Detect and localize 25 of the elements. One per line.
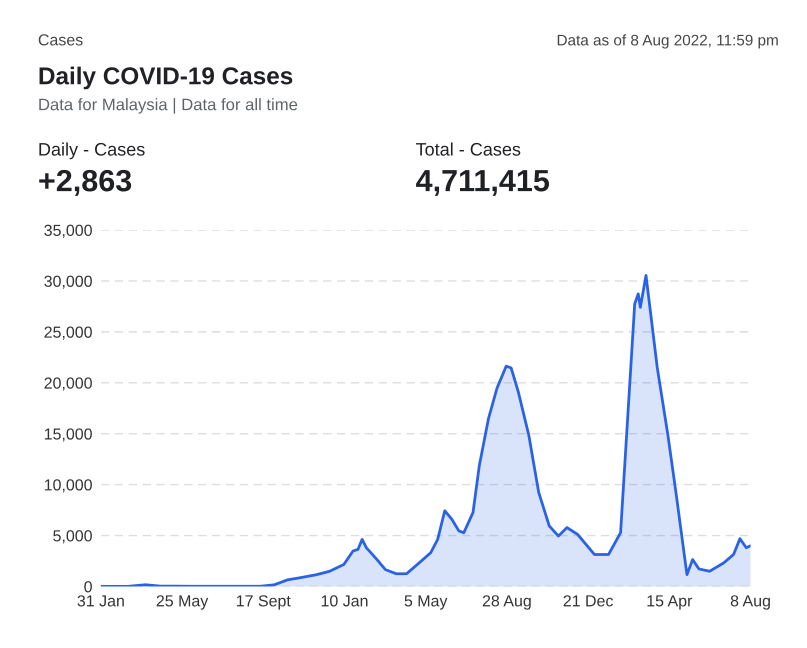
text: +2,863 <box>39 170 132 196</box>
chart-subtitle: Data for Malaysia | Data for all time <box>39 98 298 114</box>
x-tick-label: 8 Aug <box>730 595 770 610</box>
x-tick-label: 5 May <box>404 595 448 610</box>
x-tick-label: 21 Dec <box>564 595 613 607</box>
x-tick-label: 10 Jan <box>322 595 368 607</box>
x-tick-label: 25 May <box>156 595 208 610</box>
x-tick-label: 15 Apr <box>647 595 692 610</box>
y-tick-label: 35,000 <box>44 224 92 238</box>
text: Daily - Cases <box>39 142 145 160</box>
y-tick-label: 5,000 <box>53 530 92 544</box>
y-tick-label: 0 <box>84 581 92 592</box>
text: Data as of 8 Aug 2022, 11:59 pm <box>558 34 778 49</box>
chart-title: Daily COVID-19 Cases <box>40 66 292 90</box>
y-tick-label: 30,000 <box>44 276 92 289</box>
y-tick-label: 20,000 <box>44 377 92 391</box>
x-tick-label: 28 Aug <box>482 595 531 610</box>
y-tick-label: 15,000 <box>44 428 92 442</box>
y-tick-label: 25,000 <box>44 326 92 340</box>
text: Total - Cases <box>416 142 520 156</box>
text: 4,711,415 <box>416 170 550 196</box>
y-tick-label: 10,000 <box>44 479 92 492</box>
x-tick-label: 17 Sept <box>236 595 291 610</box>
text: Cases <box>38 34 83 46</box>
x-tick-label: 31 Jan <box>78 595 124 607</box>
